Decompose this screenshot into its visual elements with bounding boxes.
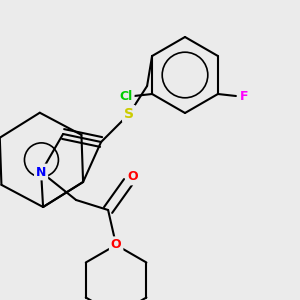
Text: O: O	[111, 238, 122, 251]
Text: S: S	[124, 107, 134, 121]
Text: F: F	[240, 89, 248, 103]
Text: Cl: Cl	[119, 89, 133, 103]
Text: N: N	[111, 238, 121, 251]
Text: N: N	[36, 166, 46, 178]
Text: O: O	[128, 170, 138, 184]
